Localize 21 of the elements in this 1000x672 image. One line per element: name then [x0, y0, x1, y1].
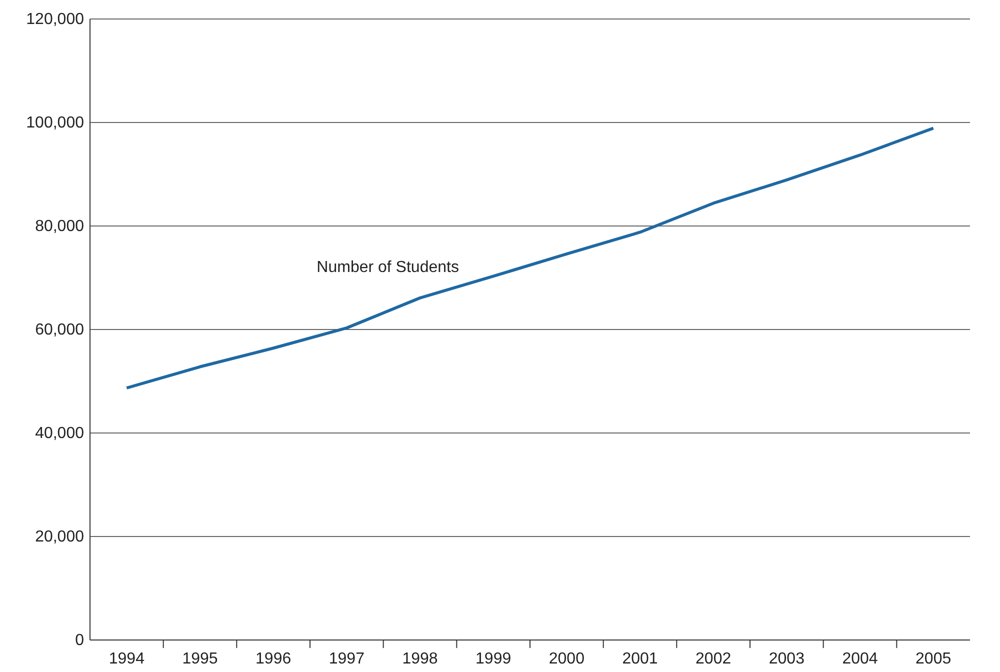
x-tick-label: 2005: [916, 650, 952, 668]
x-tick-label: 2002: [696, 650, 732, 668]
y-tick-label: 120,000: [26, 11, 84, 28]
y-tick-label: 100,000: [26, 114, 84, 132]
y-tick-label: 20,000: [35, 528, 84, 546]
y-tick-label: 80,000: [35, 218, 84, 236]
y-tick-label: 60,000: [35, 322, 84, 339]
line-series: [125, 126, 935, 390]
x-tick-label: 2000: [548, 650, 585, 668]
series-label: Number of Students: [316, 258, 459, 276]
x-tick-label: 1997: [328, 650, 365, 668]
x-tick-label: 2004: [842, 650, 878, 668]
y-tick-label: 0: [75, 632, 84, 650]
x-tick-label: 1996: [256, 650, 292, 668]
x-tick-label: 1998: [402, 650, 438, 668]
x-tick-label: 1994: [108, 650, 145, 668]
x-tick-label: 1999: [476, 650, 512, 668]
x-tick-label: 1995: [182, 650, 218, 668]
y-tick-label: 40,000: [35, 425, 84, 442]
x-tick-label: 2001: [622, 650, 658, 668]
x-tick-label: 2003: [768, 650, 805, 668]
